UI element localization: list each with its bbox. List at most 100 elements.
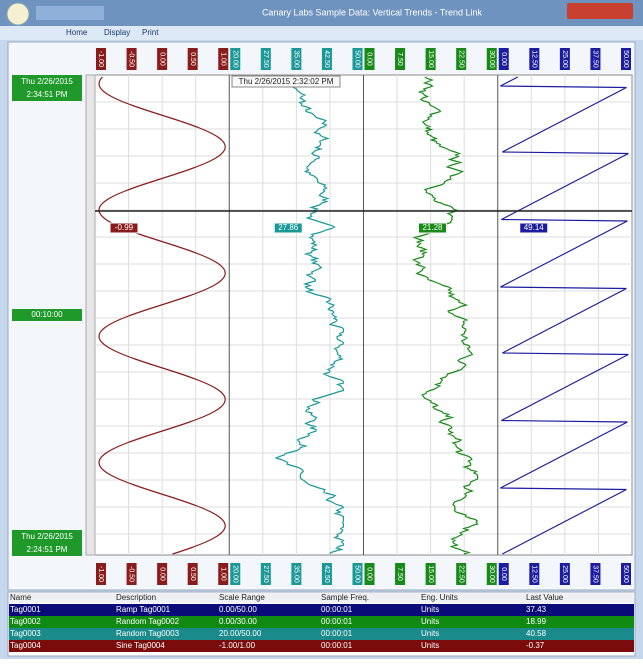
scale-box [590,48,601,70]
scale-label: 12.50 [530,50,537,68]
table-cell: 0.00/30.00 [219,617,257,626]
scale-box [456,563,467,585]
scale-box [321,563,332,585]
cursor-value: 49.14 [524,223,545,232]
scale-box [260,48,271,70]
time-box [12,530,82,556]
scale-box [590,563,601,585]
table-cell: Units [421,641,439,650]
column-header[interactable]: Scale Range [219,593,265,602]
scale-label: 0.00 [158,567,165,581]
scale-label: -1.00 [97,51,104,67]
time-label: 2:34:51 PM [27,90,68,99]
scale-box [96,563,106,585]
quick-access[interactable] [36,6,104,20]
time-box [12,75,82,101]
scale-label: 15.00 [427,565,434,583]
scale-label: 20.00 [231,50,238,68]
scale-label: 27.50 [262,565,269,583]
table-cell: Sine Tag0004 [116,641,165,650]
table-cell: Units [421,629,439,638]
cursor-value-box [418,222,447,234]
table-row[interactable] [9,616,634,628]
scale-box [559,563,570,585]
scale-label: 22.50 [457,50,464,68]
scale-label: 50.00 [622,565,629,583]
scale-box [364,563,375,585]
table-cell: Tag0004 [10,641,41,650]
table-cell: 18.99 [526,617,547,626]
menu-item[interactable]: Print [142,28,159,37]
cursor-time-box [231,75,341,88]
table-cell: 00:00:01 [321,629,353,638]
scale-label: 1.00 [219,567,226,581]
scale-box [96,48,106,70]
column-header[interactable]: Eng. Units [421,593,458,602]
table-cell: -0.37 [526,641,545,650]
table-cell: Units [421,605,439,614]
table-cell: Tag0002 [10,617,41,626]
scale-label: 0.00 [366,567,373,581]
scale-box [291,48,302,70]
table-cell: Units [421,617,439,626]
time-label: 2:24:51 PM [27,545,68,554]
scale-label: 42.50 [323,50,330,68]
menu-item[interactable]: Display [104,28,130,37]
column-header[interactable]: Last Value [526,593,564,602]
table-cell: 40.58 [526,629,547,638]
table-cell: Random Tag0003 [116,629,180,638]
app-logo[interactable] [6,2,30,26]
table-row[interactable] [9,604,634,616]
scale-label: 0.00 [500,52,507,66]
scale-label: 0.50 [189,567,196,581]
column-header[interactable]: Name [10,593,32,602]
scale-box [352,48,363,70]
trend-line [500,76,629,555]
table-cell: 00:00:01 [321,641,353,650]
scale-label: 7.50 [396,567,403,581]
cursor-time: Thu 2/26/2015 2:32:02 PM [239,77,334,86]
scale-box [260,563,271,585]
scale-label: 37.50 [592,565,599,583]
table-cell: -1.00/1.00 [219,641,256,650]
scale-box [486,48,497,70]
table-cell: Ramp Tag0001 [116,605,171,614]
window-controls[interactable] [567,3,633,19]
scale-box [395,48,406,70]
scale-label: 0.00 [158,52,165,66]
column-header[interactable]: Sample Freq. [321,593,369,602]
menu-item[interactable]: Home [66,28,88,37]
table-cell: Tag0003 [10,629,41,638]
table-cell: 37.43 [526,605,547,614]
cursor-value: -0.99 [115,223,134,232]
cursor-value: 27.86 [278,223,299,232]
scale-box [187,563,198,585]
trend-line [274,76,345,555]
scale-label: 25.00 [561,50,568,68]
window-title: Canary Labs Sample Data: Vertical Trends… [262,7,483,17]
column-header[interactable]: Description [116,593,156,602]
scrollbar[interactable] [85,74,96,556]
scale-label: 22.50 [457,565,464,583]
cursor-value: 21.28 [422,223,443,232]
scale-box [352,563,363,585]
trend-line [98,76,226,555]
ribbon [0,26,643,40]
time-label: 00:10:00 [31,310,63,319]
scale-label: 7.50 [396,52,403,66]
scale-label: 42.50 [323,565,330,583]
table-row[interactable] [9,640,634,652]
scale-label: 50.00 [354,50,361,68]
table-cell: 00:00:01 [321,617,353,626]
table-cell: Tag0001 [10,605,41,614]
scale-box [126,48,137,70]
table-row[interactable] [9,628,634,640]
scale-box [395,563,406,585]
scale-box [364,48,375,70]
scale-box [425,563,436,585]
scale-label: 20.00 [231,565,238,583]
scale-label: 30.00 [488,565,495,583]
scale-label: -0.50 [128,51,135,67]
scale-box [621,563,631,585]
